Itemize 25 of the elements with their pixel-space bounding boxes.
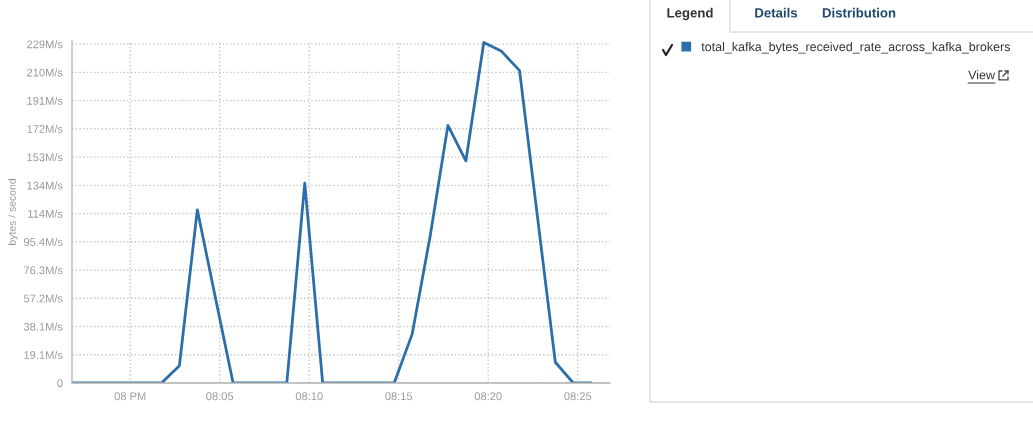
y-tick-label: 229M/s — [27, 40, 63, 49]
x-tick-label: 08:15 — [385, 392, 413, 401]
y-tick-label: 0 — [57, 379, 63, 388]
text: Legend — [667, 7, 713, 21]
y-tick-label: 19.1M/s — [24, 350, 63, 359]
y-tick-label: 153M/s — [27, 153, 63, 162]
y-tick-label: 57.2M/s — [23, 294, 63, 303]
y-tick-label: 76.3M/s — [24, 266, 63, 275]
y-tick-label: 172M/s — [27, 124, 63, 133]
legend-label: total_kafka_bytes_received_rate_across_kafka_brokers — [701, 42, 1010, 54]
y-tick-label: 95.4M/s — [23, 237, 63, 246]
text: Details — [755, 7, 798, 18]
y-tick-label: 210M/s — [27, 68, 63, 77]
x-tick-label: 08 PM — [114, 392, 146, 401]
text: View — [968, 70, 996, 80]
y-tick-label: 191M/s — [27, 96, 63, 105]
x-tick-label: 08:20 — [474, 392, 502, 401]
y-axis-title: bytes / second — [8, 179, 18, 245]
x-tick-label: 08:10 — [295, 392, 323, 401]
y-tick-label: 114M/s — [28, 209, 63, 218]
x-tick-label: 08:05 — [206, 392, 234, 401]
y-tick-label: 38.1M/s — [23, 322, 63, 331]
x-tick-label: 08:25 — [564, 392, 592, 401]
text: Distribution — [822, 7, 896, 18]
y-tick-label: 134M/s — [27, 181, 63, 190]
